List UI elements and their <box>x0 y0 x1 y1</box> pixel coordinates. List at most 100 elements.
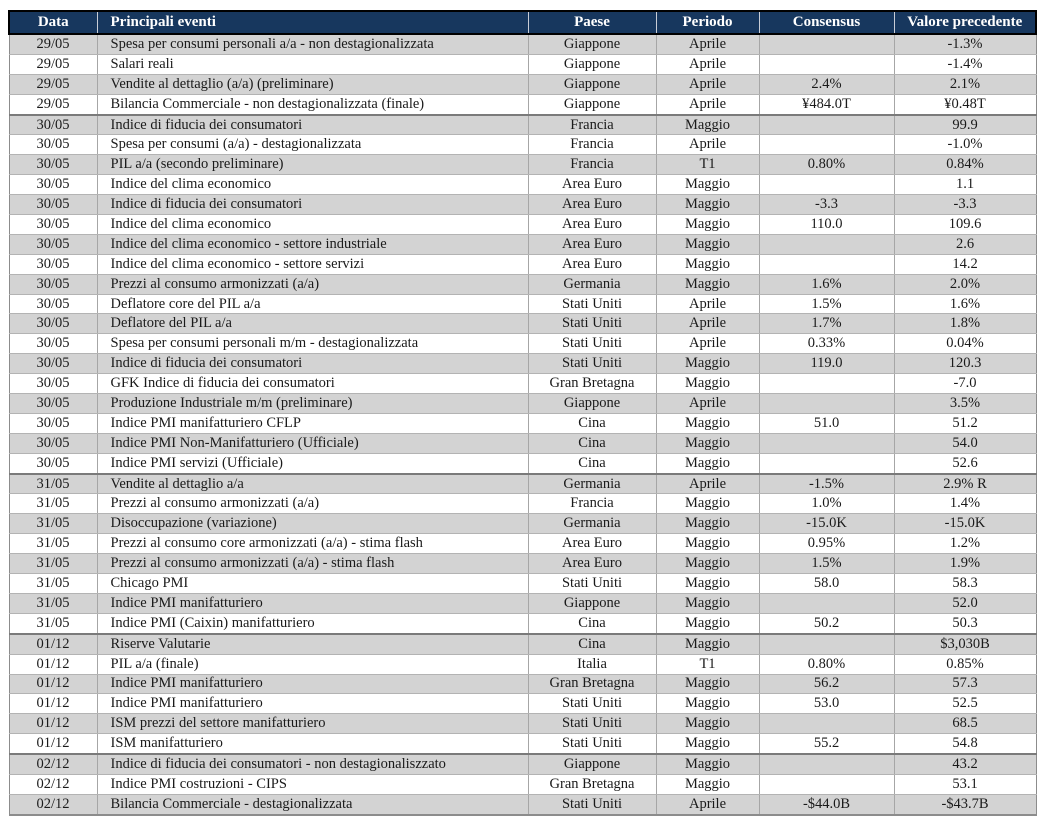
cell-periodo: Aprile <box>655 472 760 495</box>
cell-periodo: Maggio <box>655 533 760 555</box>
table-row: 31/05 Prezzi al consumo core armonizzati … <box>8 533 1037 555</box>
column-header-periodo: Periodo <box>655 10 760 35</box>
cell-precedente: 57.3 <box>893 674 1037 695</box>
cell-precedente: 120.3 <box>893 353 1037 375</box>
cell-data: 02/12 <box>8 794 98 816</box>
cell-data: 30/05 <box>8 154 98 176</box>
cell-paese: Area Euro <box>527 533 657 555</box>
cell-precedente: 52.0 <box>893 593 1037 614</box>
cell-periodo: Maggio <box>655 674 760 695</box>
cell-precedente: -$43.7B <box>893 794 1037 816</box>
cell-precedente: 2.1% <box>893 74 1037 95</box>
cell-precedente: -1.3% <box>893 34 1037 55</box>
cell-consensus <box>758 34 895 55</box>
cell-evento: Indice del clima economico <box>96 214 529 235</box>
cell-precedente: 68.5 <box>893 713 1037 735</box>
cell-data: 30/05 <box>8 313 98 335</box>
cell-paese: Italia <box>527 654 657 675</box>
cell-precedente: 1.8% <box>893 313 1037 335</box>
cell-data: 31/05 <box>8 553 98 575</box>
cell-paese: Gran Bretagna <box>527 373 657 395</box>
table-row: 01/12 Indice PMI manifatturiero Stati Unit… <box>8 693 1037 715</box>
cell-data: 29/05 <box>8 94 98 116</box>
cell-precedente: 54.8 <box>893 733 1037 755</box>
table-row: 02/12 Bilancia Commerciale - destagionali… <box>8 794 1037 816</box>
table-row: 30/05 Indice di fiducia dei consumatori Ar… <box>8 194 1037 216</box>
table-row: 01/12 ISM manifatturiero Stati Uniti Maggio… <box>8 733 1037 755</box>
cell-paese: Cina <box>527 613 657 635</box>
column-header-data: Data <box>8 10 98 35</box>
cell-precedente: -1.4% <box>893 54 1037 75</box>
table-row: 31/05 Chicago PMI Stati Uniti Maggio 58.0 58.… <box>8 573 1037 594</box>
cell-periodo: Maggio <box>655 553 760 575</box>
cell-paese: Gran Bretagna <box>527 774 657 795</box>
cell-data: 31/05 <box>8 533 98 555</box>
table-row: 01/12 PIL a/a (finale) Italia T1 0.80% 0.85% <box>8 654 1037 675</box>
cell-consensus: 0.95% <box>758 533 895 555</box>
table-row: 30/05 Indice PMI manifatturiero CFLP Cina M… <box>8 413 1037 434</box>
table-row: 30/05 Indice del clima economico - settor… <box>8 234 1037 255</box>
cell-evento: ISM manifatturiero <box>96 733 529 755</box>
cell-data: 30/05 <box>8 333 98 355</box>
cell-data: 01/12 <box>8 674 98 695</box>
cell-paese: Francia <box>527 113 657 136</box>
table-row: 31/05 Prezzi al consumo armonizzati (a/a)… <box>8 493 1037 515</box>
table-row: 30/05 Indice di fiducia dei consumatori St… <box>8 353 1037 375</box>
table-row: 30/05 Spesa per consumi (a/a) - destagion… <box>8 134 1037 156</box>
cell-evento: Deflatore core del PIL a/a <box>96 294 529 315</box>
cell-consensus: 119.0 <box>758 353 895 375</box>
cell-consensus: 1.7% <box>758 313 895 335</box>
cell-consensus <box>758 433 895 454</box>
cell-evento: Indice di fiducia dei consumatori <box>96 113 529 136</box>
cell-paese: Cina <box>527 413 657 434</box>
cell-data: 01/12 <box>8 632 98 655</box>
cell-precedente: 2.9% R <box>893 472 1037 495</box>
cell-precedente: 99.9 <box>893 113 1037 136</box>
cell-consensus: 0.80% <box>758 154 895 176</box>
cell-data: 30/05 <box>8 413 98 434</box>
table-row: 30/05 Indice di fiducia dei consumatori Fr… <box>8 113 1037 136</box>
cell-data: 31/05 <box>8 472 98 495</box>
table-row: 01/12 Indice PMI manifatturiero Gran Breta… <box>8 674 1037 695</box>
cell-data: 30/05 <box>8 254 98 275</box>
table-row: 30/05 GFK Indice di fiducia dei consumato… <box>8 373 1037 395</box>
table-row: 30/05 Indice PMI servizi (Ufficiale) Cina M… <box>8 453 1037 475</box>
cell-consensus: 1.5% <box>758 553 895 575</box>
column-header-paese: Paese <box>527 10 657 35</box>
cell-evento: Indice del clima economico <box>96 174 529 196</box>
cell-evento: Indice PMI manifatturiero <box>96 674 529 695</box>
cell-precedente: ¥0.48T <box>893 94 1037 116</box>
table-row: 31/05 Vendite al dettaglio a/a Germania Apr… <box>8 472 1037 495</box>
cell-precedente: -1.0% <box>893 134 1037 156</box>
cell-consensus: -3.3 <box>758 194 895 216</box>
cell-evento: PIL a/a (secondo preliminare) <box>96 154 529 176</box>
cell-paese: Stati Uniti <box>527 313 657 335</box>
cell-evento: Indice PMI manifatturiero CFLP <box>96 413 529 434</box>
cell-periodo: Maggio <box>655 174 760 196</box>
cell-data: 31/05 <box>8 493 98 515</box>
cell-evento: Indice PMI servizi (Ufficiale) <box>96 453 529 475</box>
cell-consensus: 55.2 <box>758 733 895 755</box>
table-row: 29/05 Vendite al dettaglio (a/a) (prelimi… <box>8 74 1037 95</box>
cell-consensus <box>758 453 895 475</box>
cell-periodo: Maggio <box>655 413 760 434</box>
cell-consensus: -1.5% <box>758 472 895 495</box>
cell-evento: Indice di fiducia dei consumatori <box>96 194 529 216</box>
cell-paese: Stati Uniti <box>527 573 657 594</box>
cell-precedente: 52.6 <box>893 453 1037 475</box>
cell-paese: Giappone <box>527 54 657 75</box>
cell-consensus <box>758 113 895 136</box>
cell-consensus: 1.6% <box>758 274 895 295</box>
cell-consensus <box>758 393 895 414</box>
cell-evento: Indice del clima economico - settore ser… <box>96 254 529 275</box>
cell-consensus: -15.0K <box>758 513 895 535</box>
table-header: Data Principali eventi Paese Periodo Con… <box>8 10 1037 35</box>
cell-precedente: 52.5 <box>893 693 1037 715</box>
cell-precedente: -7.0 <box>893 373 1037 395</box>
header-row: Data Principali eventi Paese Periodo Con… <box>8 10 1037 35</box>
cell-data: 31/05 <box>8 593 98 614</box>
table-row: 30/05 Indice del clima economico - settor… <box>8 254 1037 275</box>
cell-paese: Area Euro <box>527 254 657 275</box>
cell-data: 01/12 <box>8 693 98 715</box>
cell-precedente: 0.84% <box>893 154 1037 176</box>
